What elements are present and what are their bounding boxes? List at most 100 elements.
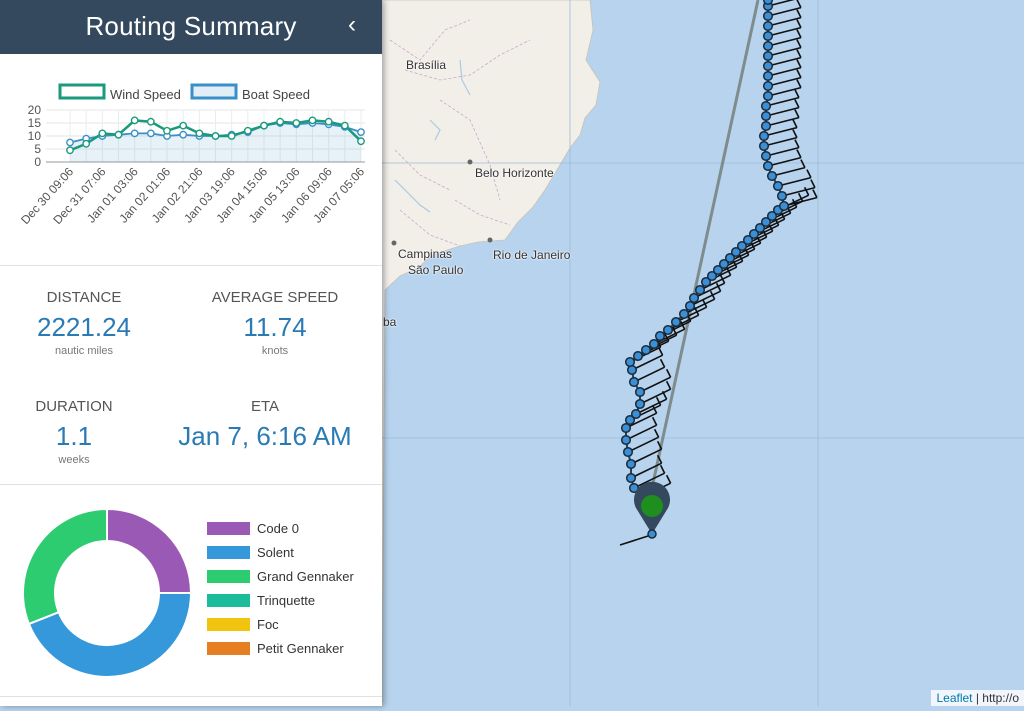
sail-color-swatch <box>207 545 250 559</box>
chart-point <box>324 117 333 126</box>
route-waypoint <box>762 70 774 82</box>
route-waypoint <box>758 140 770 152</box>
chart-legend-item[interactable]: Boat Speed <box>190 83 310 102</box>
route-waypoint <box>760 150 772 162</box>
start-marker[interactable] <box>634 481 670 539</box>
chart-point <box>292 119 301 127</box>
stat-average-speed-value: 11.74 <box>243 312 307 342</box>
sail-color-swatch <box>207 521 250 535</box>
sail-color-swatch <box>207 641 250 655</box>
route-waypoint <box>762 0 774 6</box>
city-label-brasilia: Brasília <box>406 58 447 72</box>
route-waypoint <box>762 90 774 102</box>
stat-eta: ETA Jan 7, 6:16 AM <box>160 398 370 452</box>
route-waypoint <box>736 240 748 252</box>
route-waypoint <box>776 190 788 202</box>
stat-average-speed-label: AVERAGE SPEED <box>211 289 339 306</box>
route-waypoint <box>718 258 730 270</box>
route-waypoint <box>762 50 774 62</box>
graticule <box>382 0 1024 706</box>
route-waypoint <box>748 228 760 240</box>
chart-legend-label: Wind Speed <box>110 87 181 102</box>
attribution-text: | http://o <box>975 691 1019 705</box>
route-waypoint <box>670 316 682 328</box>
chart-point <box>179 130 188 139</box>
chart-point <box>98 129 107 138</box>
chart-point <box>130 116 139 125</box>
donut-slice-grand-gennaker <box>22 507 108 626</box>
route-waypoint <box>624 414 636 426</box>
route-waypoint <box>762 40 774 52</box>
chart-point <box>146 129 155 138</box>
collapse-chevron-icon[interactable]: ‹ <box>348 11 356 38</box>
panel-header: Routing Summary ‹ <box>0 0 382 54</box>
route-waypoint <box>694 284 706 296</box>
donut-slice-code-0 <box>106 507 193 594</box>
route-waypoint <box>706 270 718 282</box>
chart-point <box>340 121 349 130</box>
chart-point <box>114 130 123 139</box>
sail-legend-item[interactable]: Code 0 <box>207 516 354 540</box>
chart-point <box>357 128 365 137</box>
route-waypoint <box>620 434 632 446</box>
route-waypoint <box>760 100 772 112</box>
route-waypoint <box>684 300 696 312</box>
route-waypoint <box>762 20 774 32</box>
route-waypoint <box>724 252 736 264</box>
stat-average-speed: AVERAGE SPEED 11.74 knots <box>185 289 365 357</box>
stat-average-speed-unit: knots <box>261 345 289 357</box>
chart-point <box>130 129 139 138</box>
sail-legend-label: Trinquette <box>257 592 316 608</box>
routing-summary-panel: Routing Summary ‹ Wind Speed Boat Speed 0 5… <box>0 0 382 706</box>
chart-point <box>82 139 91 148</box>
route-waypoint <box>762 80 774 92</box>
route-waypoint <box>622 446 634 458</box>
chart-point <box>66 146 74 155</box>
route-waypoints[interactable] <box>620 0 790 504</box>
city-label-rio: Rio de Janeiro <box>493 248 571 262</box>
sail-color-swatch <box>207 617 250 631</box>
route-waypoint <box>766 210 778 222</box>
chart-y-tick-label: 5 <box>34 142 41 156</box>
map-attribution: Leaflet | http://o <box>931 690 1024 706</box>
chart-y-tick-label: 10 <box>28 129 42 143</box>
stat-eta-value: Jan 7, 6:16 AM <box>178 421 352 451</box>
route-waypoint <box>766 170 778 182</box>
stat-distance: DISTANCE 2221.24 nautic miles <box>14 289 154 357</box>
sail-legend-item[interactable]: Foc <box>207 612 354 636</box>
stat-duration-value: 1.1 <box>55 421 93 451</box>
route-waypoint <box>625 458 637 470</box>
route-waypoint <box>762 10 774 22</box>
divider <box>0 484 382 485</box>
chart-y-tick-label: 20 <box>28 103 42 117</box>
chart-y-tick-label: 0 <box>34 155 41 169</box>
chart-legend-item[interactable]: Wind Speed <box>58 83 181 102</box>
route-waypoint <box>762 60 774 72</box>
chart-point <box>308 116 317 125</box>
route-waypoint <box>778 200 790 212</box>
city-label-belo-horizonte: Belo Horizonte <box>475 166 554 180</box>
stat-duration-label: DURATION <box>35 398 113 415</box>
stat-duration-unit: weeks <box>58 454 90 466</box>
leaflet-link[interactable]: Leaflet <box>936 691 973 705</box>
stat-distance-value: 2221.24 <box>37 312 131 342</box>
divider <box>0 696 382 697</box>
route-waypoint <box>628 376 640 388</box>
route-waypoint <box>742 234 754 246</box>
city-label-campinas: Campinas <box>398 247 453 261</box>
chart-point <box>260 121 268 130</box>
divider <box>0 265 382 266</box>
sail-legend-item[interactable]: Solent <box>207 540 354 564</box>
sail-legend-item[interactable]: Petit Gennaker <box>207 636 354 660</box>
sail-legend-label: Foc <box>257 616 279 632</box>
stat-distance-label: DISTANCE <box>46 289 122 306</box>
chart-point <box>163 126 171 135</box>
sail-legend-item[interactable]: Grand Gennaker <box>207 564 354 588</box>
sail-legend-item[interactable]: Trinquette <box>207 588 354 612</box>
route-waypoint <box>648 338 660 350</box>
route-waypoint <box>712 264 724 276</box>
city-label-sao-paulo: São Paulo <box>408 263 464 277</box>
chart-y-tick-label: 15 <box>28 116 42 130</box>
chart-point <box>276 117 285 126</box>
